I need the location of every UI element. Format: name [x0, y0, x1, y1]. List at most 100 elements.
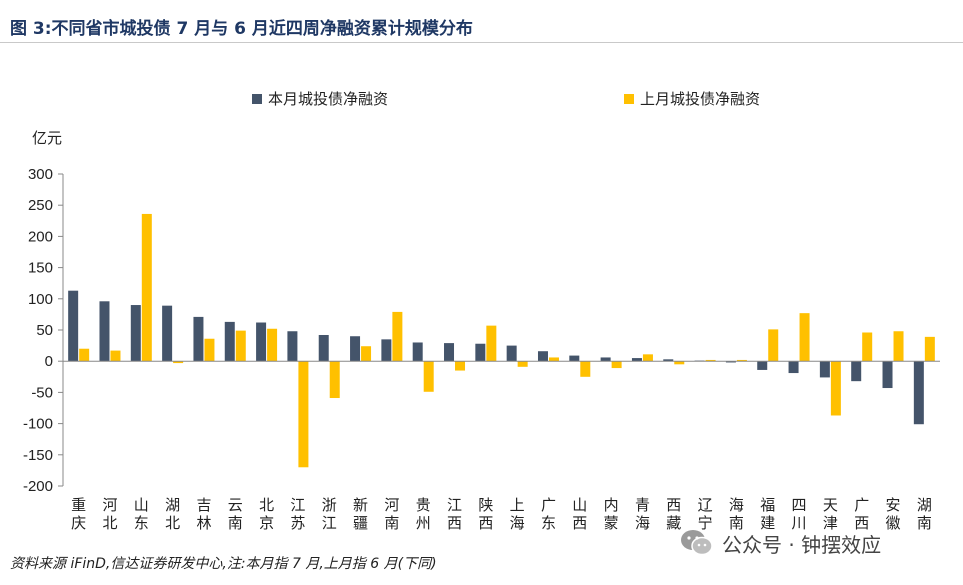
x-tick-label: 江西 [447, 496, 462, 532]
bar-previous [580, 361, 591, 377]
bar-previous [79, 348, 90, 362]
bar-previous [329, 361, 340, 399]
bar-previous [298, 361, 309, 468]
bar-previous [611, 361, 622, 369]
bar-previous [110, 350, 121, 362]
bar-previous [642, 354, 653, 362]
x-tick-label: 湖南 [917, 496, 932, 532]
x-tick-label: 福建 [760, 496, 775, 532]
y-tick-label: -50 [31, 384, 53, 401]
x-tick-label: 云南 [228, 496, 243, 532]
x-tick-label: 陕西 [478, 496, 493, 532]
bar-current [318, 334, 329, 362]
x-tick-label: 广西 [854, 496, 869, 532]
x-tick-label: 上海 [510, 496, 525, 532]
bar-previous [799, 313, 810, 362]
bar-current [68, 290, 79, 362]
bar-previous [924, 336, 935, 362]
bar-previous [204, 338, 215, 362]
bar-current [475, 343, 486, 362]
legend-label-previous: 上月城投债净融资 [640, 90, 761, 108]
bar-current [631, 358, 642, 362]
bar-current [256, 322, 267, 362]
bar-current [913, 361, 924, 425]
x-tick-label: 辽宁 [698, 496, 713, 532]
bar-current [99, 301, 110, 362]
bar-current [412, 342, 423, 362]
y-tick-label: 100 [28, 291, 53, 308]
bar-current [663, 359, 674, 362]
source-note: 资料来源 iFinD,信达证券研发中心,注:本月指 7 月,上月指 6 月(下同… [10, 556, 437, 572]
bar-previous [141, 213, 152, 362]
bar-current [193, 316, 204, 362]
bar-previous [862, 332, 873, 362]
x-tick-label: 广东 [541, 496, 556, 532]
wechat-icon [681, 530, 713, 556]
y-axis-unit-label: 亿元 [32, 129, 63, 147]
x-tick-label: 河北 [102, 496, 117, 532]
bar-previous [674, 361, 685, 365]
bar-current [381, 339, 392, 362]
y-tick-label: 50 [36, 322, 53, 339]
bar-current [162, 305, 173, 362]
bar-previous [548, 357, 559, 362]
x-tick-label: 山西 [572, 496, 587, 532]
bar-current [600, 357, 611, 362]
bar-current [444, 343, 455, 362]
y-tick-label: 150 [28, 260, 53, 277]
x-tick-label: 河南 [384, 496, 399, 532]
legend-label-current: 本月城投债净融资 [268, 90, 389, 108]
x-tick-label: 海南 [729, 496, 744, 532]
chart-title: 图 3:不同省市城投债 7 月与 6 月近四周净融资累计规模分布 [10, 19, 473, 39]
x-tick-label: 江苏 [290, 496, 305, 532]
x-tick-label: 四川 [792, 496, 807, 532]
x-tick-label: 浙江 [322, 496, 337, 532]
bar-previous [423, 361, 434, 392]
bar-current [537, 351, 548, 362]
bar-current [788, 361, 799, 374]
x-tick-label: 贵州 [416, 496, 431, 532]
bar-current [224, 321, 235, 362]
bar-previous [517, 361, 528, 367]
x-tick-label: 天津 [823, 496, 838, 532]
bar-previous [768, 329, 779, 362]
x-tick-label: 山东 [134, 496, 149, 532]
bar-current [569, 355, 580, 362]
legend-swatch-current [252, 93, 262, 104]
watermark: 公众号 · 钟摆效应 [680, 528, 881, 558]
x-tick-label: 新疆 [353, 496, 368, 532]
x-tick-label: 北京 [259, 496, 274, 532]
y-tick-label: -200 [23, 478, 53, 495]
bar-previous [893, 331, 904, 362]
bar-previous [455, 361, 466, 371]
watermark-text: 公众号 · 钟摆效应 [722, 532, 882, 557]
x-tick-label: 西藏 [666, 496, 681, 532]
bar-previous [267, 328, 278, 362]
bar-current [506, 345, 517, 362]
bar-previous [235, 330, 246, 362]
x-tick-label: 重庆 [71, 496, 86, 532]
y-tick-label: 0 [45, 353, 53, 370]
x-tick-label: 安徽 [886, 496, 901, 532]
bar-previous [705, 359, 716, 362]
y-tick-label: 300 [28, 166, 53, 183]
bar-previous [173, 361, 184, 364]
y-tick-label: -100 [23, 416, 53, 433]
bar-current [882, 361, 893, 389]
y-tick-label: -150 [23, 447, 53, 464]
y-tick-label: 200 [28, 228, 53, 245]
bar-current [130, 305, 141, 362]
bar-current [819, 361, 830, 378]
x-tick-label: 吉林 [196, 496, 211, 532]
bar-previous [736, 359, 747, 362]
bar-current [757, 361, 768, 370]
bar-previous [486, 325, 497, 362]
y-tick-label: 250 [28, 197, 53, 214]
x-tick-label: 内蒙 [604, 496, 619, 532]
bar-previous [361, 346, 372, 362]
legend-swatch-previous [624, 93, 634, 104]
bar-previous [830, 361, 841, 416]
bar-previous [392, 311, 403, 362]
bar-current [350, 336, 361, 362]
